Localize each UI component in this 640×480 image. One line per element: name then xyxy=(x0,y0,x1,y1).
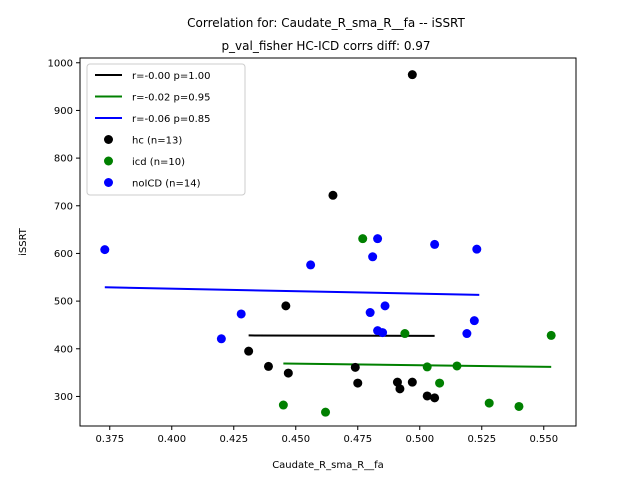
point-2-6 xyxy=(380,301,390,311)
point-1-5 xyxy=(435,378,445,388)
point-2-13 xyxy=(216,334,226,344)
point-1-2 xyxy=(546,330,556,340)
point-2-3 xyxy=(368,252,378,262)
x-tick-label: 0.475 xyxy=(343,434,372,445)
legend-entry-label: hc (n=13) xyxy=(132,136,182,147)
point-0-7 xyxy=(353,378,363,388)
point-2-1 xyxy=(373,234,383,244)
plot-frame xyxy=(79,57,577,427)
point-0-2 xyxy=(281,301,291,311)
x-tick-label: 0.425 xyxy=(219,434,248,445)
y-tick-label: 700 xyxy=(54,201,73,212)
point-0-10 xyxy=(395,384,405,394)
y-tick-label: 1000 xyxy=(48,58,73,69)
legend-entry-label: r=-0.00 p=1.00 xyxy=(132,71,211,82)
point-1-8 xyxy=(321,407,331,417)
chart-subtitle: p_val_fisher HC-ICD corrs diff: 0.97 xyxy=(221,39,430,53)
legend-entry-label: icd (n=10) xyxy=(132,157,185,168)
legend: r=-0.00 p=1.00 r=-0.02 p=0.95 r=-0.06 p=0.… xyxy=(86,63,246,196)
data-points xyxy=(100,70,556,417)
point-0-5 xyxy=(283,368,293,378)
point-1-7 xyxy=(484,398,494,408)
point-2-2 xyxy=(430,239,440,249)
point-2-8 xyxy=(365,308,375,318)
point-2-7 xyxy=(236,309,246,319)
legend-marker-swatch xyxy=(104,178,113,187)
point-1-0 xyxy=(358,234,368,244)
point-1-4 xyxy=(422,362,432,372)
legend-entry-label: noICD (n=14) xyxy=(132,179,201,190)
y-tick-label: 400 xyxy=(54,344,73,355)
fit-line-2 xyxy=(104,286,480,296)
point-1-9 xyxy=(514,401,524,411)
point-0-0 xyxy=(407,70,417,80)
fit-line-1 xyxy=(283,362,552,368)
point-0-11 xyxy=(422,391,432,401)
y-tick-label: 900 xyxy=(54,106,73,117)
point-2-5 xyxy=(306,260,316,270)
point-1-6 xyxy=(278,400,288,410)
legend-entry-label: r=-0.02 p=0.95 xyxy=(132,93,211,104)
legend-box xyxy=(86,63,246,196)
x-tick-label: 0.450 xyxy=(281,434,310,445)
legend-marker-swatch xyxy=(104,135,113,144)
point-2-12 xyxy=(462,329,472,339)
y-axis-label: iSSRT xyxy=(18,227,29,256)
point-0-6 xyxy=(350,362,360,372)
y-axis: 300 400 500 600 700 800 900 1000 xyxy=(48,58,80,403)
point-1-1 xyxy=(400,329,410,339)
point-0-4 xyxy=(263,361,273,371)
point-0-3 xyxy=(244,346,254,356)
point-2-11 xyxy=(378,328,388,338)
point-0-9 xyxy=(407,377,417,387)
legend-entry-label: r=-0.06 p=0.85 xyxy=(132,114,211,125)
x-axis: 0.375 0.400 0.425 0.450 0.475 0.500 0.525 0.550 xyxy=(95,426,558,445)
point-2-9 xyxy=(469,316,479,326)
point-2-0 xyxy=(100,245,110,255)
x-tick-label: 0.375 xyxy=(95,434,124,445)
point-1-3 xyxy=(452,361,462,371)
x-tick-label: 0.400 xyxy=(157,434,186,445)
y-tick-label: 600 xyxy=(54,249,73,260)
point-0-12 xyxy=(430,393,440,403)
point-2-4 xyxy=(472,244,482,254)
y-tick-label: 500 xyxy=(54,297,73,308)
point-0-1 xyxy=(328,190,338,200)
x-tick-label: 0.550 xyxy=(529,434,558,445)
x-axis-label: Caudate_R_sma_R__fa xyxy=(272,460,384,471)
chart-title: Correlation for: Caudate_R_sma_R__fa -- … xyxy=(187,16,465,30)
x-tick-label: 0.500 xyxy=(405,434,434,445)
x-tick-label: 0.525 xyxy=(467,434,496,445)
y-tick-label: 800 xyxy=(54,154,73,165)
legend-marker-swatch xyxy=(104,156,113,166)
y-tick-label: 300 xyxy=(54,392,73,403)
